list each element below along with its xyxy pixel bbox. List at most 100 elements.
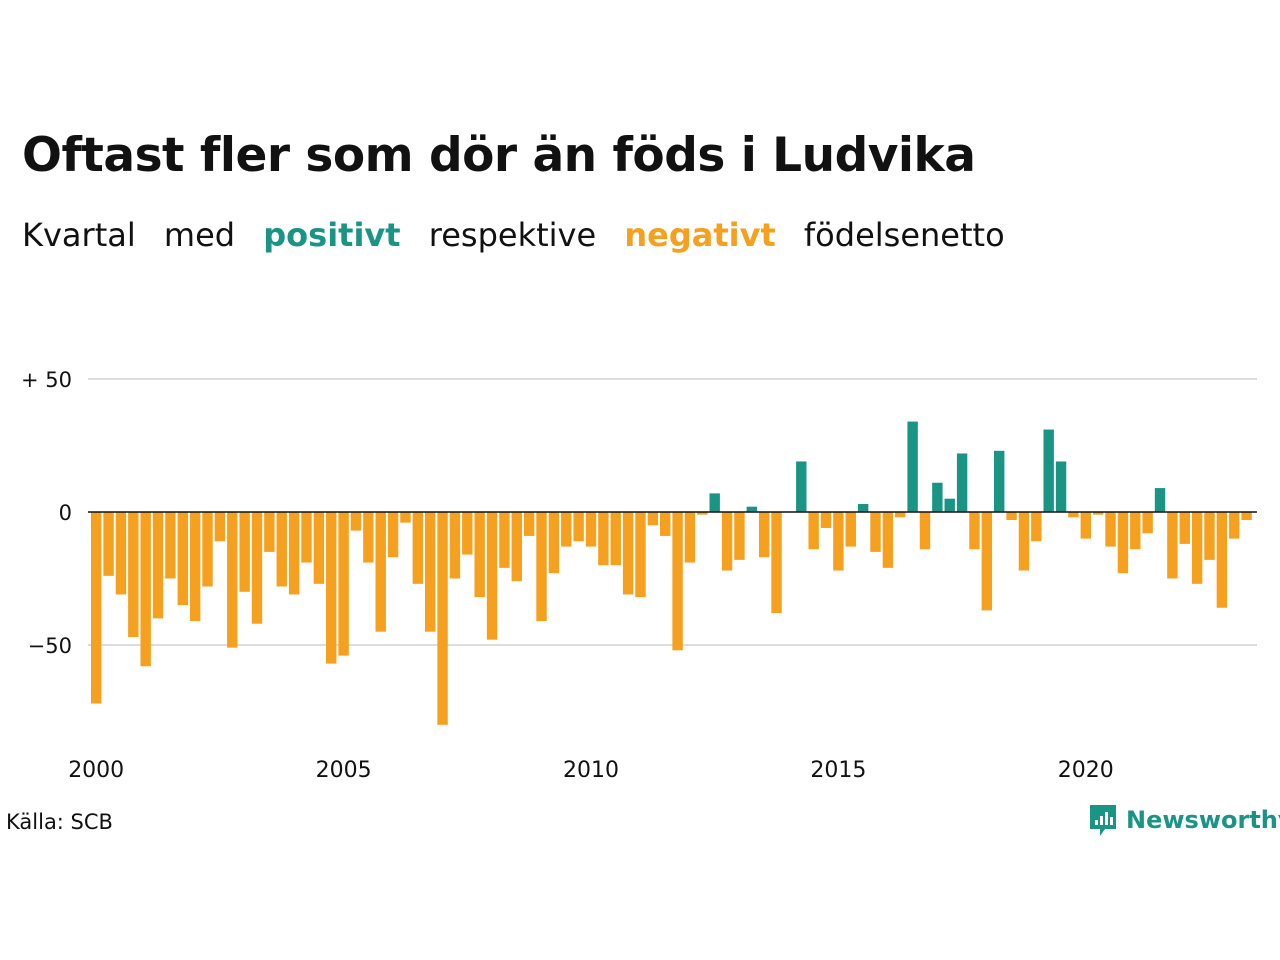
- x-tick-label: 2015: [810, 758, 866, 783]
- bar-negative: [1191, 512, 1203, 584]
- bar-layer: [91, 421, 1252, 725]
- bar-negative: [660, 512, 671, 536]
- bar-negative: [548, 512, 560, 574]
- bar-negative: [895, 512, 906, 518]
- chart-subtitle: Kvartal med positivt respektive negativt…: [22, 216, 1023, 254]
- bar-negative: [1092, 512, 1104, 515]
- bar-negative: [462, 512, 473, 555]
- brand-name: Newsworthy: [1126, 806, 1280, 834]
- bar-negative: [375, 512, 386, 632]
- bar-positive: [1055, 461, 1067, 512]
- bar-negative: [227, 512, 238, 648]
- bar-positive: [857, 504, 869, 512]
- bar-negative: [486, 512, 498, 640]
- y-tick-label: −50: [28, 634, 72, 658]
- bar-negative: [1216, 512, 1228, 608]
- axis-layer: + 50 0 −50 2000 2005 2010 2015 2020: [21, 368, 1257, 783]
- bar-negative: [684, 512, 696, 563]
- bar-negative: [437, 512, 448, 725]
- bar-negative: [1068, 512, 1079, 518]
- subtitle-negative: negativt: [624, 216, 776, 254]
- bar-negative: [1117, 512, 1129, 574]
- bar-negative: [981, 512, 993, 611]
- bar-negative: [721, 512, 733, 571]
- bar-negative: [1204, 512, 1215, 560]
- bar-negative: [511, 512, 522, 582]
- bar-negative: [128, 512, 139, 638]
- chart-title: Oftast fler som dör än föds i Ludvika: [22, 128, 976, 183]
- bar-negative: [103, 512, 114, 576]
- bar-negative: [833, 512, 844, 571]
- bar-negative: [585, 512, 597, 547]
- bar-positive: [1043, 429, 1054, 512]
- bar-negative: [412, 512, 424, 584]
- bar-negative: [771, 512, 782, 614]
- x-tick-label: 2010: [563, 758, 619, 783]
- bar-negative: [1105, 512, 1116, 547]
- bar-negative: [820, 512, 832, 528]
- bar-negative: [882, 512, 894, 568]
- bar-negative: [758, 512, 770, 558]
- bar-negative: [350, 512, 362, 531]
- bar-negative: [536, 512, 547, 622]
- bar-negative: [1080, 512, 1091, 539]
- bar-negative: [1018, 512, 1030, 571]
- bar-negative: [919, 512, 931, 550]
- bar-negative: [202, 512, 213, 587]
- bar-negative: [610, 512, 621, 566]
- bar-positive: [1154, 488, 1166, 512]
- bar-negative: [598, 512, 609, 566]
- x-tick-label: 2020: [1058, 758, 1114, 783]
- bar-negative: [239, 512, 250, 592]
- bar-negative: [1241, 512, 1252, 520]
- y-tick-label: 0: [59, 501, 72, 525]
- y-tick-label: + 50: [21, 368, 72, 392]
- bar-negative: [424, 512, 436, 632]
- bar-positive: [932, 482, 943, 512]
- bar-negative: [1031, 512, 1042, 542]
- subtitle-positive: positivt: [263, 216, 401, 254]
- bar-positive: [907, 421, 918, 512]
- bar-negative: [177, 512, 188, 606]
- bar-chart: + 50 0 −50 2000 2005 2010 2015 2020: [21, 368, 1257, 783]
- subtitle-word-med: med: [163, 216, 236, 254]
- bar-negative: [189, 512, 201, 622]
- bar-negative: [387, 512, 399, 558]
- bar-negative: [1006, 512, 1017, 520]
- bar-negative: [251, 512, 263, 624]
- bar-negative: [140, 512, 151, 667]
- bar-negative: [845, 512, 856, 547]
- bar-negative: [969, 512, 980, 550]
- bar-negative: [1167, 512, 1178, 579]
- bar-negative: [91, 512, 102, 704]
- bar-negative: [672, 512, 683, 651]
- bar-negative: [276, 512, 287, 587]
- bar-negative: [635, 512, 646, 598]
- subtitle-word-fodelsenetto: födelsenetto: [803, 216, 1005, 254]
- bar-negative: [152, 512, 164, 619]
- bar-negative: [288, 512, 300, 595]
- bar-negative: [474, 512, 485, 598]
- bar-negative: [165, 512, 176, 579]
- bar-negative: [1130, 512, 1141, 550]
- x-tick-label: 2005: [316, 758, 372, 783]
- bar-negative: [1179, 512, 1190, 544]
- bar-positive: [994, 450, 1005, 512]
- bar-negative: [647, 512, 659, 526]
- bar-negative: [734, 512, 745, 560]
- source-note: Källa: SCB: [6, 810, 113, 834]
- bar-negative: [1229, 512, 1240, 539]
- bar-positive: [746, 506, 758, 512]
- bar-negative: [808, 512, 819, 550]
- x-tick-label: 2000: [68, 758, 124, 783]
- bar-negative: [264, 512, 275, 552]
- bar-negative: [338, 512, 349, 656]
- bar-negative: [573, 512, 584, 542]
- newsworthy-logo-icon: [1090, 805, 1116, 836]
- bar-positive: [956, 453, 968, 512]
- bar-negative: [1142, 512, 1153, 534]
- subtitle-word-respektive: respektive: [428, 216, 597, 254]
- bar-negative: [622, 512, 634, 595]
- bar-positive: [709, 493, 720, 512]
- bar-negative: [363, 512, 374, 563]
